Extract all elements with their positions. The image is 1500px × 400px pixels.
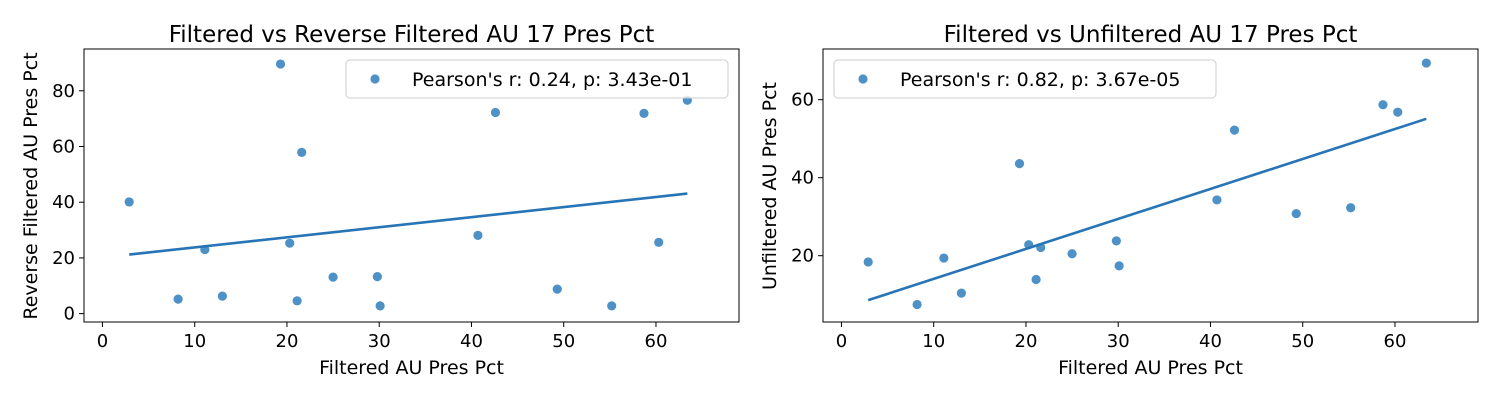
x-tick-label: 20 <box>276 331 299 352</box>
y-tick-label: 40 <box>791 168 814 189</box>
axes-frame <box>83 48 740 323</box>
data-point <box>217 291 227 301</box>
data-point <box>1229 125 1240 135</box>
data-point <box>375 301 385 311</box>
x-tick-label: 30 <box>1107 331 1130 352</box>
legend: Pearson's r: 0.24, p: 3.43e-01 <box>345 59 729 99</box>
data-point <box>292 296 302 306</box>
data-point <box>124 197 134 207</box>
legend-box <box>345 59 729 99</box>
x-tick-label: 50 <box>1291 331 1314 352</box>
x-axis-label: Filtered AU Pres Pct <box>319 357 504 379</box>
data-point <box>1031 274 1041 285</box>
data-point <box>275 59 286 69</box>
chart-left: Filtered vs Reverse Filtered AU 17 Pres … <box>20 22 740 379</box>
axes-frame <box>822 48 1479 323</box>
data-point <box>552 284 562 294</box>
y-tick-label: 80 <box>52 81 75 102</box>
regression-line <box>867 117 1427 302</box>
x-tick-label: 0 <box>836 331 847 352</box>
legend-box <box>833 59 1217 99</box>
y-tick-label: 0 <box>64 304 75 325</box>
x-tick-label: 40 <box>1199 331 1222 352</box>
data-point <box>607 301 617 311</box>
data-point <box>1291 208 1301 219</box>
data-point <box>863 257 873 267</box>
y-tick-label: 40 <box>52 192 75 213</box>
data-point <box>328 272 338 282</box>
data-point <box>956 288 966 298</box>
data-point <box>372 271 382 282</box>
legend-label: Pearson's r: 0.24, p: 3.43e-01 <box>412 69 692 91</box>
y-axis-label: Reverse Filtered AU Pres Pct <box>20 52 42 319</box>
data-point <box>1421 58 1431 68</box>
data-point <box>639 108 649 118</box>
data-point <box>939 253 949 263</box>
data-point <box>1346 203 1356 213</box>
x-tick-label: 20 <box>1015 331 1038 352</box>
x-tick-label: 10 <box>922 331 945 352</box>
data-point <box>1212 195 1222 205</box>
data-point <box>285 238 295 248</box>
data-point <box>1393 107 1403 117</box>
chart-title: Filtered vs Unfiltered AU 17 Pres Pct <box>944 22 1358 48</box>
y-axis-label: Unfiltered AU Pres Pct <box>759 82 781 290</box>
y-tick-label: 20 <box>52 248 75 269</box>
x-tick-label: 50 <box>552 331 575 352</box>
x-tick-label: 40 <box>460 331 483 352</box>
x-tick-label: 30 <box>368 331 391 352</box>
plot-area: 0 10 20 30 40 50 60 20 40 60 Pearson's r: 0.82, p:… <box>791 48 1479 352</box>
regression-line <box>129 192 688 256</box>
legend-label: Pearson's r: 0.82, p: 3.67e-05 <box>900 69 1180 91</box>
legend: Pearson's r: 0.82, p: 3.67e-05 <box>833 59 1217 99</box>
data-point <box>1114 261 1124 271</box>
legend-marker <box>370 74 380 84</box>
data-point <box>490 107 501 118</box>
data-point <box>297 147 307 157</box>
legend-marker <box>858 74 868 84</box>
data-point <box>173 294 183 304</box>
data-point <box>1014 159 1025 169</box>
data-point <box>473 230 483 240</box>
y-tick-label: 60 <box>791 90 814 111</box>
data-point <box>1067 249 1077 259</box>
x-tick-label: 10 <box>183 331 206 352</box>
data-point <box>1378 100 1388 110</box>
chart-title: Filtered vs Reverse Filtered AU 17 Pres … <box>169 22 655 48</box>
data-point <box>1111 236 1121 246</box>
plot-area: 0 10 20 30 40 50 60 0 20 40 60 80 Pearson's r: 0.24,… <box>52 48 740 352</box>
x-axis-label: Filtered AU Pres Pct <box>1058 357 1243 379</box>
x-tick-label: 60 <box>645 331 668 352</box>
x-tick-label: 60 <box>1384 331 1407 352</box>
x-tick-label: 0 <box>97 331 108 352</box>
data-point <box>654 237 664 247</box>
chart-right: Filtered vs Unfiltered AU 17 Pres Pct 0 1… <box>759 22 1479 379</box>
y-tick-label: 60 <box>52 137 75 158</box>
y-tick-label: 20 <box>791 246 814 267</box>
data-point <box>912 299 922 310</box>
